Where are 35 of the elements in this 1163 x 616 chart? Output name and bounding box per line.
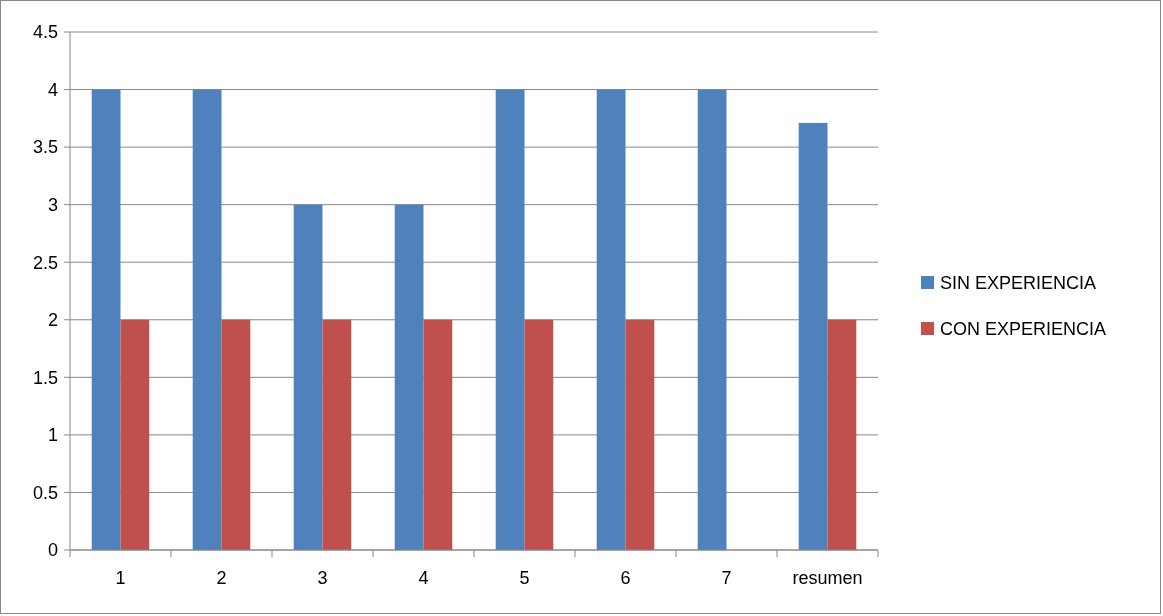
x-tick-label: 4 — [418, 568, 429, 588]
bar — [697, 89, 727, 550]
x-tick-label: 5 — [519, 568, 530, 588]
bar — [394, 204, 424, 550]
bar — [322, 319, 352, 550]
legend-label: CON EXPERIENCIA — [940, 319, 1107, 340]
bar — [798, 122, 828, 550]
bar — [221, 319, 251, 550]
x-tick-label: 6 — [620, 568, 631, 588]
bar — [192, 89, 222, 550]
y-tick-label: 0.5 — [32, 482, 58, 503]
y-tick-label: 3 — [47, 194, 58, 215]
bar — [625, 319, 655, 550]
bar — [423, 319, 453, 550]
y-tick-label: 0 — [47, 540, 58, 561]
x-tick-label: resumen — [792, 568, 863, 588]
bar — [495, 89, 525, 550]
y-tick-label: 2 — [47, 310, 58, 331]
x-tick-label: 2 — [216, 568, 227, 588]
y-tick-label: 3.5 — [32, 137, 58, 158]
y-tick-label: 1.5 — [32, 367, 58, 388]
bar — [91, 89, 121, 550]
y-tick-label: 2.5 — [32, 252, 58, 273]
bar — [596, 89, 626, 550]
x-tick-label: 1 — [115, 568, 126, 588]
legend-label: SIN EXPERIENCIA — [940, 273, 1097, 294]
bar — [524, 319, 554, 550]
y-tick-label: 4 — [47, 79, 58, 100]
x-tick-label: 3 — [317, 568, 328, 588]
x-tick-label: 7 — [721, 568, 732, 588]
y-tick-label: 4.5 — [32, 22, 58, 43]
bar — [827, 319, 857, 550]
bar — [120, 319, 150, 550]
bar — [293, 204, 323, 550]
y-tick-label: 1 — [47, 425, 58, 446]
